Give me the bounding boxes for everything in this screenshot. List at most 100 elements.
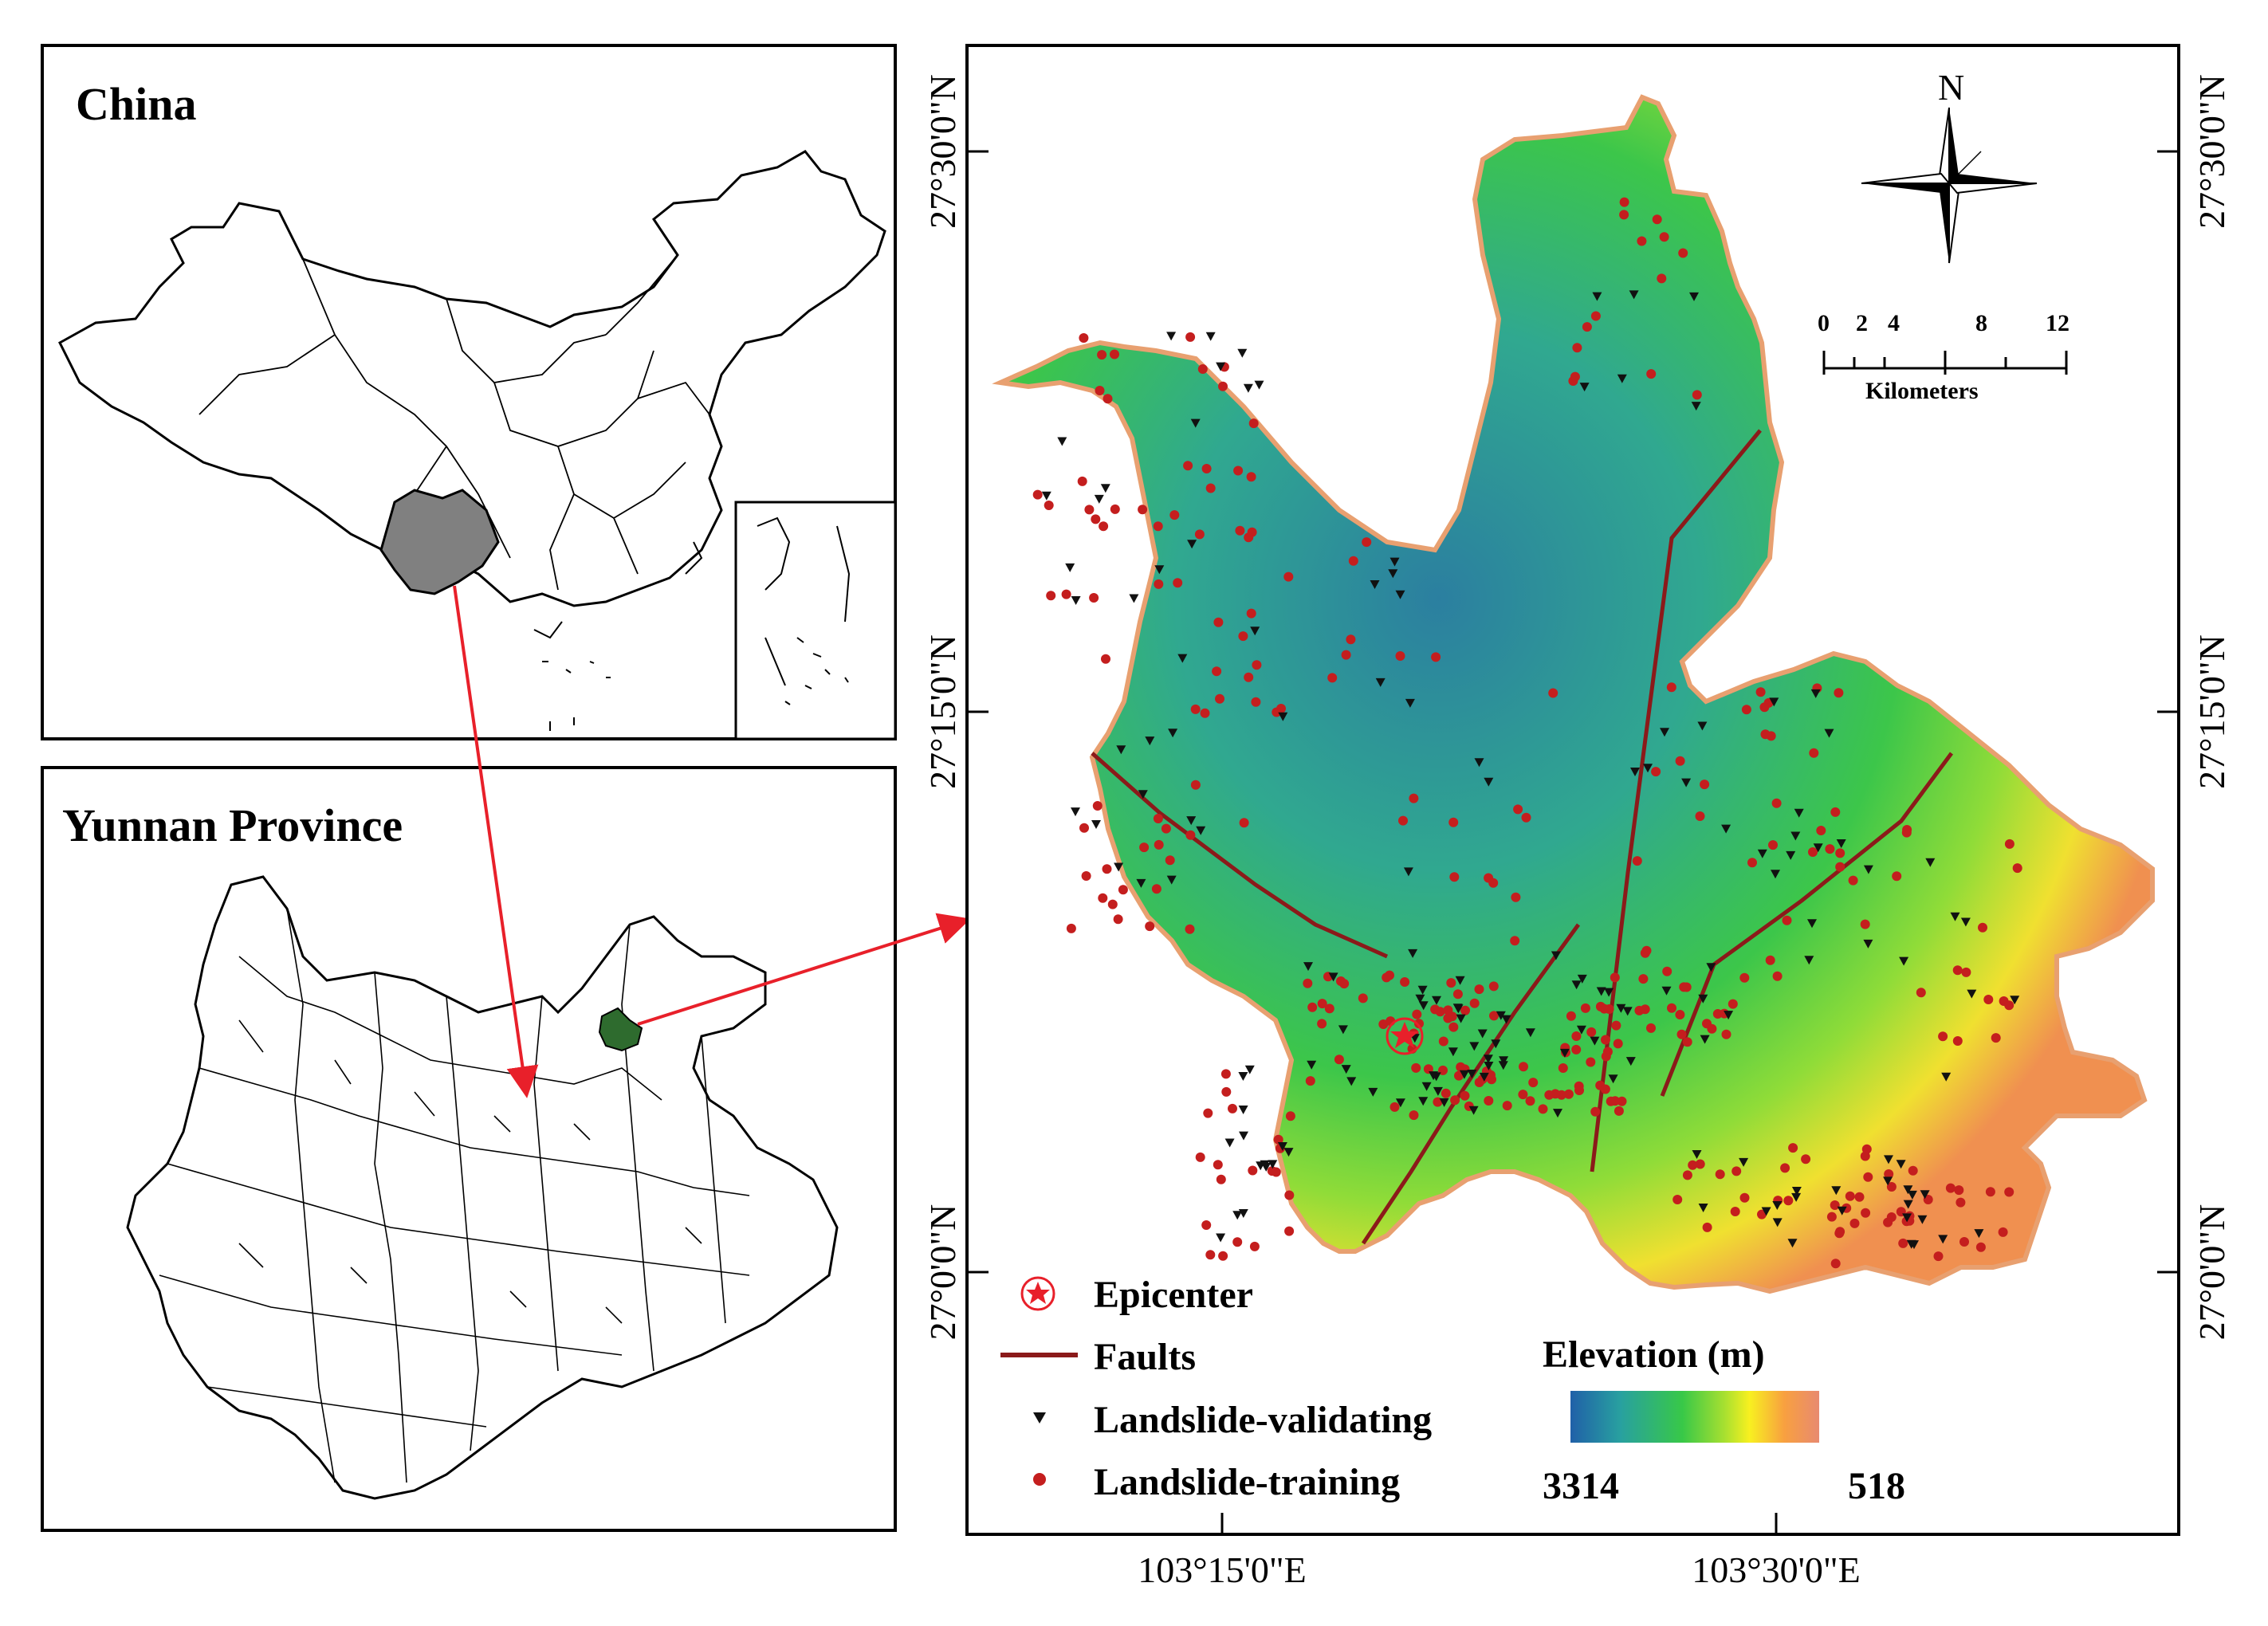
validating-point <box>1370 580 1380 589</box>
training-point <box>1046 591 1056 601</box>
training-point <box>1646 369 1657 379</box>
training-point <box>1486 1070 1496 1080</box>
training-point <box>1238 631 1248 642</box>
training-point <box>1640 1004 1650 1015</box>
training-point <box>1139 842 1150 853</box>
training-point <box>1151 884 1162 894</box>
training-point <box>1563 1089 1574 1099</box>
validating-point <box>1604 988 1614 997</box>
validating-point <box>1813 843 1823 853</box>
training-point <box>1099 521 1109 532</box>
training-point <box>1409 793 1419 803</box>
training-point <box>1400 977 1410 987</box>
training-point <box>1097 350 1107 360</box>
validating-point <box>1757 849 1767 858</box>
validating-point <box>1499 1056 1509 1066</box>
training-point <box>1484 1096 1494 1106</box>
training-point <box>2012 863 2022 874</box>
validating-point <box>1863 939 1873 949</box>
validating-point <box>1903 1200 1913 1209</box>
yunnan-panel: Yunnan Province <box>41 766 897 1532</box>
yunnan-panel-title: Yunnan Province <box>62 799 403 851</box>
training-point <box>1619 210 1629 220</box>
training-point <box>1460 1005 1470 1015</box>
training-point <box>1303 978 1313 988</box>
validating-point <box>1772 1201 1783 1210</box>
training-point <box>1044 501 1054 510</box>
validating-point <box>1925 858 1936 867</box>
validating-point <box>1791 1192 1802 1202</box>
training-point <box>1154 839 1164 850</box>
training-point <box>1215 693 1224 704</box>
validating-point <box>1938 1235 1948 1244</box>
validating-point <box>1577 974 1587 984</box>
validating-point <box>1551 951 1561 960</box>
training-point <box>1702 1222 1712 1232</box>
validating-point <box>1232 1211 1243 1220</box>
training-point <box>1510 936 1520 946</box>
training-point <box>1218 381 1228 391</box>
training-point <box>1110 504 1120 514</box>
training-point <box>1205 483 1216 493</box>
longitude-labels: 103°15'0"E 103°30'0"E <box>1138 1549 1861 1590</box>
training-point <box>1173 578 1183 588</box>
training-point <box>1659 232 1669 242</box>
training-point <box>1244 532 1254 543</box>
validating-point <box>1237 348 1248 358</box>
training-point <box>1382 972 1392 983</box>
validating-point <box>1071 807 1080 817</box>
training-point <box>1640 948 1650 958</box>
training-point <box>1185 830 1196 840</box>
training-point <box>1676 1029 1687 1039</box>
training-point <box>1317 1019 1327 1029</box>
validating-point <box>1196 826 1206 835</box>
validating-point <box>1824 729 1834 738</box>
training-point <box>1446 978 1456 988</box>
training-point <box>1772 971 1783 981</box>
validating-point <box>1138 790 1148 799</box>
validating-point <box>1432 996 1441 1005</box>
training-point <box>1884 1169 1894 1179</box>
validating-point <box>1277 1142 1287 1151</box>
north-arrow-icon: N <box>1861 67 2038 264</box>
training-point <box>1244 672 1254 682</box>
validating-point <box>1484 1062 1494 1070</box>
elevation-title: Elevation (m) <box>1543 1333 1765 1376</box>
validating-point <box>1186 816 1197 826</box>
legend-validating-label: Landslide-validating <box>1094 1399 1432 1441</box>
training-point <box>1783 1196 1794 1206</box>
training-point <box>1613 1039 1623 1049</box>
training-point <box>1474 984 1484 995</box>
training-point <box>1572 343 1582 353</box>
lon-label-2: 103°30'0"E <box>1692 1549 1861 1590</box>
training-point <box>1835 848 1845 858</box>
validating-point <box>1388 569 1398 579</box>
training-point <box>2004 1187 2014 1197</box>
training-point <box>1221 1086 1232 1097</box>
training-point <box>1216 1174 1226 1184</box>
training-point <box>1346 634 1356 645</box>
training-point <box>1652 214 1662 225</box>
training-point <box>1637 236 1647 246</box>
validating-point <box>1243 383 1253 393</box>
scale-tick-2: 2 <box>1856 310 1868 336</box>
training-point <box>1081 871 1091 881</box>
training-point <box>1448 817 1459 827</box>
training-point <box>1898 1238 1908 1248</box>
training-point <box>1327 673 1338 683</box>
validating-point <box>1418 1001 1429 1011</box>
training-point <box>1190 780 1201 790</box>
training-point <box>1975 1242 1986 1252</box>
training-point <box>1235 525 1245 536</box>
training-point <box>1662 966 1673 976</box>
validating-point <box>1091 820 1101 829</box>
training-point <box>1450 1095 1460 1106</box>
training-point <box>1667 1003 1676 1013</box>
training-point <box>1284 1226 1295 1236</box>
validating-point <box>1187 540 1197 549</box>
validating-point <box>1698 1204 1708 1212</box>
validating-point <box>1421 1082 1432 1091</box>
validating-point <box>1469 1042 1480 1051</box>
training-point <box>1113 914 1123 925</box>
validating-point <box>1608 1074 1618 1084</box>
